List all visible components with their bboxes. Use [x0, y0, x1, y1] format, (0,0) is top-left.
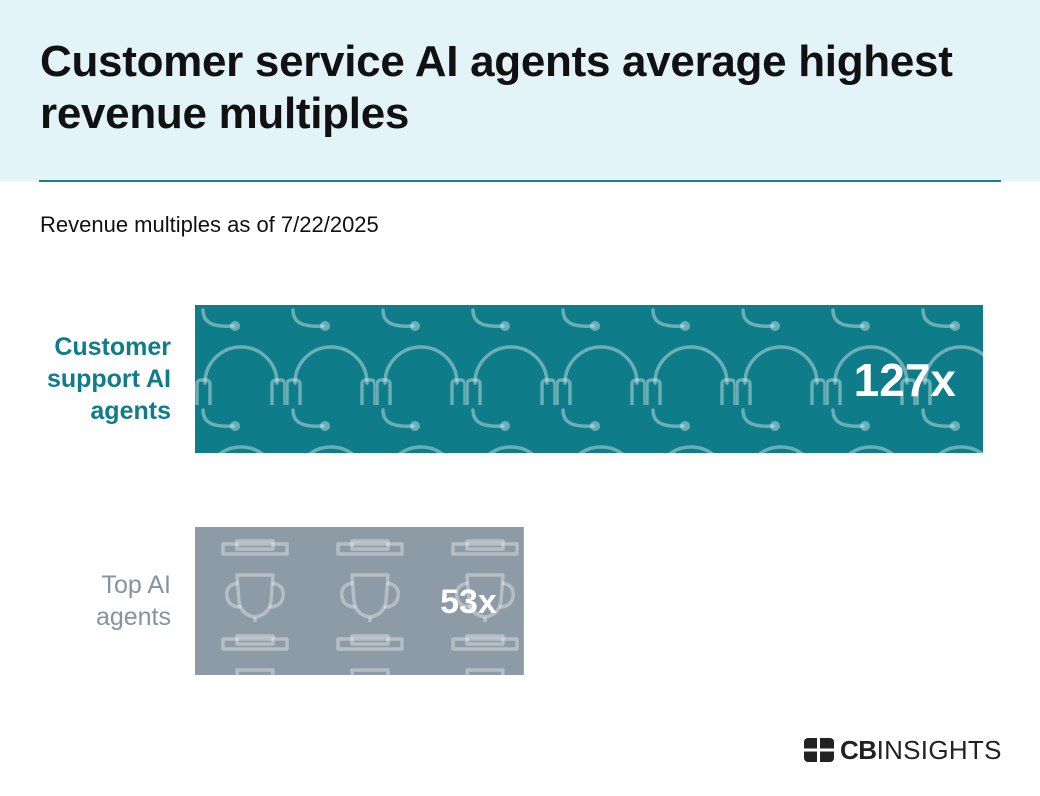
header-divider: [39, 180, 1001, 182]
value-label-top-ai: 53x: [440, 583, 497, 621]
category-label-top-ai: Top AI agents: [96, 571, 171, 631]
bar-pattern-headset-icon: [195, 305, 983, 453]
cb-logo-icon: [804, 738, 834, 762]
page-title: Customer service AI agents average highe…: [40, 37, 953, 138]
category-label-customer-support: Customer support AI agents: [47, 333, 171, 425]
logo-brand-bold: CB: [840, 734, 877, 765]
value-label-customer-support: 127x: [854, 354, 957, 406]
header-band: [0, 0, 1040, 181]
cb-insights-logo: CB INSIGHTS: [804, 735, 1002, 765]
chart-subtitle: Revenue multiples as of 7/22/2025: [40, 212, 379, 237]
bar-pattern-trophy-icon: [195, 527, 524, 675]
logo-brand-regular: INSIGHTS: [876, 734, 1002, 765]
